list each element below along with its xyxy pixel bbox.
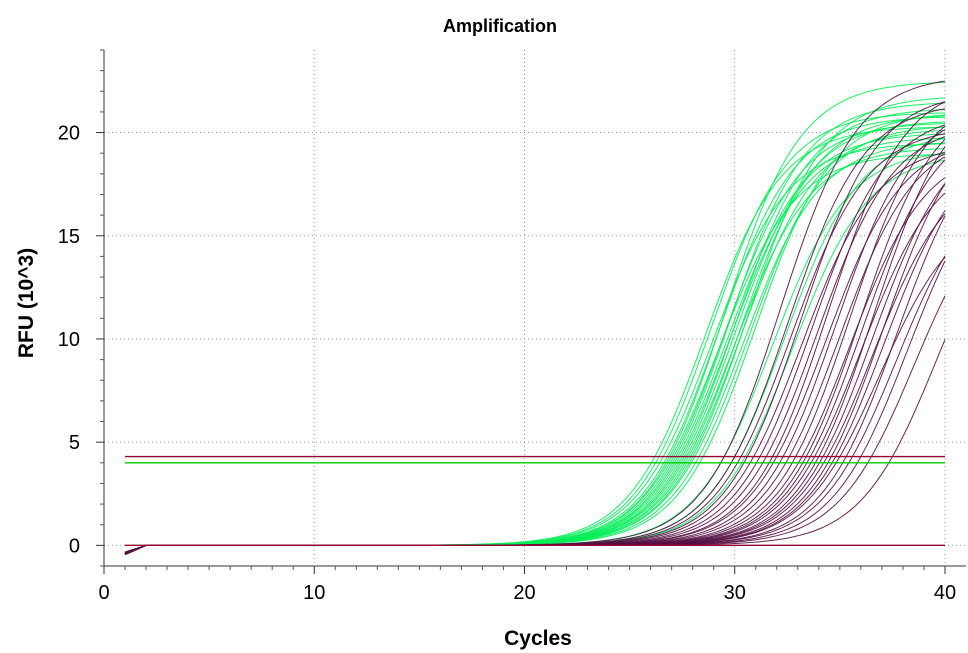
x-axis-title: Cycles — [504, 627, 572, 650]
x-tick-label: 40 — [934, 582, 956, 604]
y-tick-label: 20 — [58, 123, 80, 145]
x-tick-label: 0 — [98, 582, 109, 604]
x-tick-label: 30 — [724, 582, 746, 604]
y-tick-label: 0 — [69, 535, 80, 557]
x-tick-label: 20 — [513, 582, 535, 604]
y-axis-title: RFU (10^3) — [15, 248, 38, 358]
y-tick-label: 15 — [58, 226, 80, 248]
x-tick-label: 10 — [303, 582, 325, 604]
chart-title: Amplification — [443, 16, 557, 36]
y-tick-label: 5 — [69, 432, 80, 454]
y-tick-label: 10 — [58, 329, 80, 351]
